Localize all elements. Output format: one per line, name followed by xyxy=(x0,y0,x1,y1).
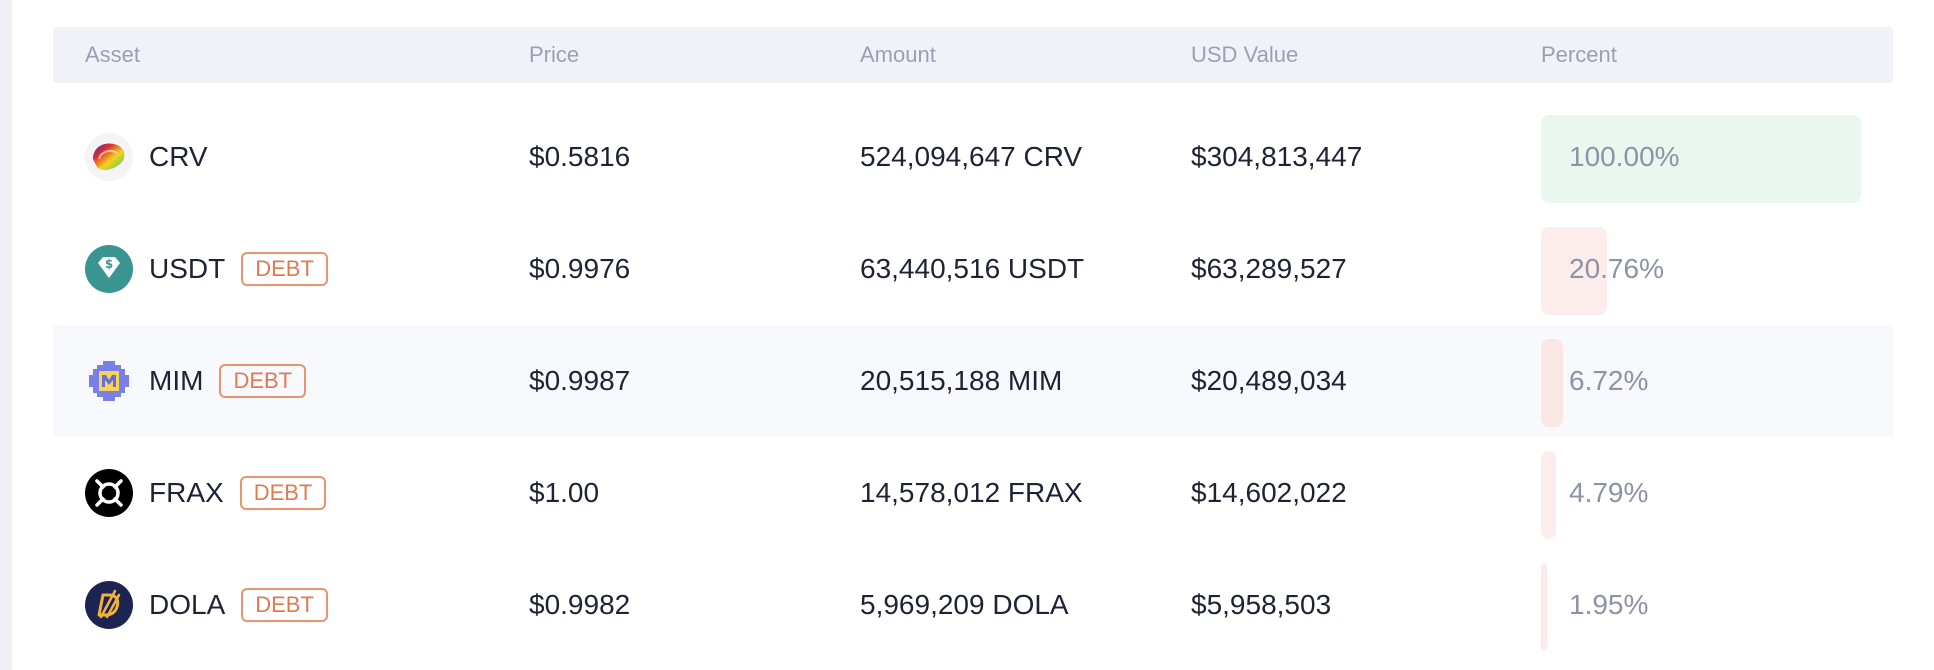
asset-symbol: USDT xyxy=(149,253,226,284)
amount-cell: 20,515,188 MIM xyxy=(860,365,1063,396)
crv-icon xyxy=(85,133,133,181)
asset-cell: CRV xyxy=(85,101,208,213)
percent-cell: 1.95% xyxy=(1541,549,1863,661)
asset-symbol: CRV xyxy=(149,141,208,172)
asset-cell: DOLA DEBT xyxy=(85,549,328,661)
header-usd-value[interactable]: USD Value xyxy=(1191,42,1299,67)
assets-table: Asset Price Amount USD Value Percent xyxy=(53,27,1893,661)
amount-cell: 63,440,516 USDT xyxy=(860,253,1085,284)
price-cell: $1.00 xyxy=(529,477,600,508)
header-asset[interactable]: Asset xyxy=(85,42,141,67)
usd-value-cell: $20,489,034 xyxy=(1191,365,1347,396)
table-row[interactable]: DOLA DEBT $0.9982 5,969,209 DOLA $5,958,… xyxy=(53,549,1893,661)
frax-icon xyxy=(85,469,133,517)
debt-badge: DEBT xyxy=(241,252,328,286)
price-cell: $0.9982 xyxy=(529,589,631,620)
percent-text: 1.95% xyxy=(1569,589,1649,620)
usd-value-cell: $5,958,503 xyxy=(1191,589,1332,620)
percent-bar xyxy=(1541,563,1548,651)
asset-cell: MIM DEBT xyxy=(85,325,307,437)
percent-text: 6.72% xyxy=(1569,365,1649,396)
asset-symbol: DOLA xyxy=(149,589,226,620)
price-cell: $0.5816 xyxy=(529,141,631,172)
usd-value-cell: $63,289,527 xyxy=(1191,253,1347,284)
asset-cell: $ USDT DEBT xyxy=(85,213,328,325)
table-row[interactable]: $ USDT DEBT $0.9976 63,440,516 USDT $63,… xyxy=(53,213,1893,325)
header-amount[interactable]: Amount xyxy=(860,42,936,67)
amount-cell: 14,578,012 FRAX xyxy=(860,477,1083,508)
percent-cell: 100.00% xyxy=(1541,101,1863,213)
percent-cell: 4.79% xyxy=(1541,437,1863,549)
price-cell: $0.9976 xyxy=(529,253,631,284)
asset-symbol: MIM xyxy=(149,365,204,396)
percent-text: 20.76% xyxy=(1569,253,1664,284)
table-body: CRV $0.5816 524,094,647 CRV $304,813,447… xyxy=(53,101,1893,661)
amount-cell: 524,094,647 CRV xyxy=(860,141,1083,172)
percent-cell: 6.72% xyxy=(1541,325,1863,437)
percent-bar xyxy=(1541,451,1557,539)
percent-text: 4.79% xyxy=(1569,477,1649,508)
header-percent[interactable]: Percent xyxy=(1541,42,1617,67)
left-panel-edge xyxy=(0,0,12,670)
debt-badge: DEBT xyxy=(239,476,327,510)
debt-badge: DEBT xyxy=(241,588,328,622)
percent-bar xyxy=(1541,115,1861,203)
asset-cell: FRAX DEBT xyxy=(85,437,327,549)
mim-icon xyxy=(85,357,133,405)
asset-symbol: FRAX xyxy=(149,477,224,508)
table-header: Asset Price Amount USD Value Percent xyxy=(53,27,1893,83)
percent-bar xyxy=(1541,339,1563,427)
usdt-icon: $ xyxy=(85,245,133,293)
debt-badge: DEBT xyxy=(219,364,307,398)
header-price[interactable]: Price xyxy=(529,42,580,67)
dola-icon xyxy=(85,581,133,629)
percent-cell: 20.76% xyxy=(1541,213,1863,325)
percent-bar xyxy=(1541,227,1608,315)
table-row[interactable]: CRV $0.5816 524,094,647 CRV $304,813,447… xyxy=(53,101,1893,213)
price-cell: $0.9987 xyxy=(529,365,631,396)
table-row[interactable]: FRAX DEBT $1.00 14,578,012 FRAX $14,602,… xyxy=(53,437,1893,549)
table-row[interactable]: MIM DEBT $0.9987 20,515,188 MIM $20,489,… xyxy=(53,325,1893,437)
svg-text:$: $ xyxy=(105,257,113,271)
percent-text: 100.00% xyxy=(1569,141,1680,172)
usd-value-cell: $14,602,022 xyxy=(1191,477,1347,508)
usd-value-cell: $304,813,447 xyxy=(1191,141,1363,172)
amount-cell: 5,969,209 DOLA xyxy=(860,589,1069,620)
